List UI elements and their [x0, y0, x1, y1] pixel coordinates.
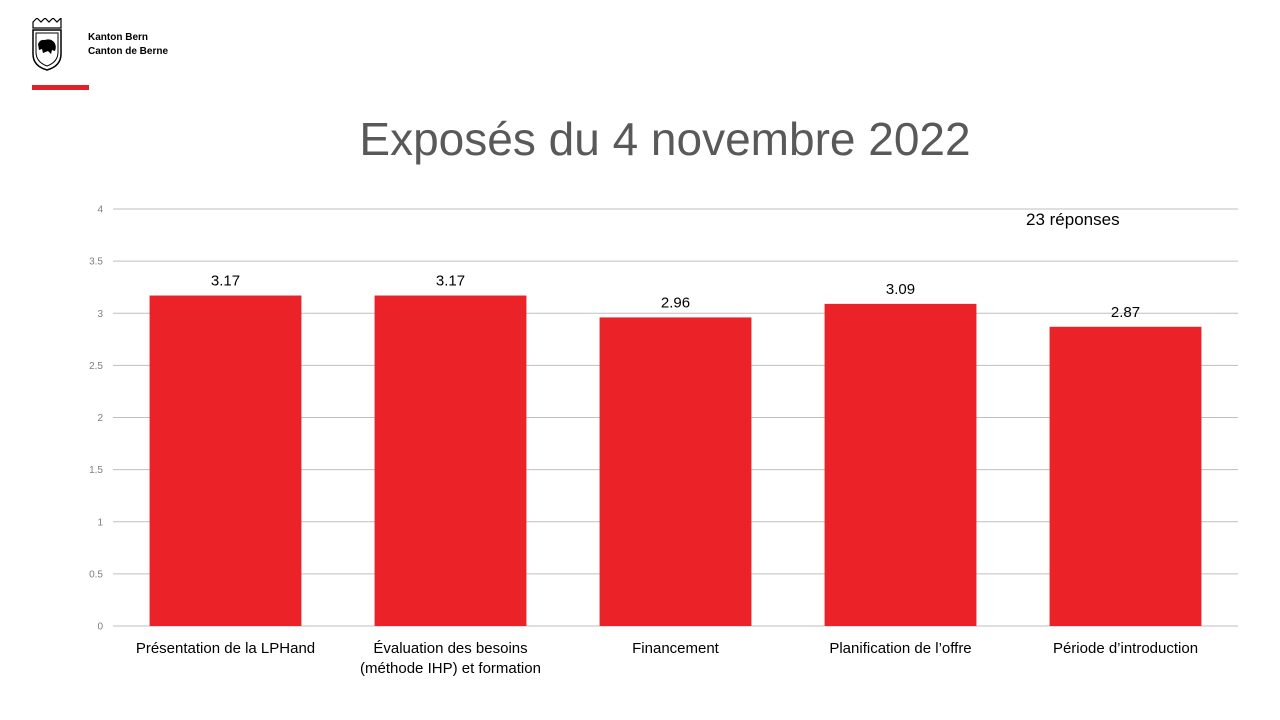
y-tick-label: 0 — [97, 622, 103, 633]
responses-count: 23 réponses — [1026, 210, 1120, 229]
bar — [374, 295, 527, 626]
org-name-fr: Canton de Berne — [88, 46, 169, 57]
y-tick-label: 1.5 — [89, 465, 103, 476]
bar — [824, 303, 977, 626]
x-category-label: Financement — [632, 640, 720, 657]
y-tick-label: 0.5 — [89, 569, 103, 580]
x-category-label: Présentation de la LPHand — [136, 640, 315, 657]
data-label: 3.17 — [436, 273, 465, 290]
data-label: 3.17 — [211, 273, 240, 290]
x-category-label: Évaluation des besoins — [373, 640, 527, 657]
y-tick-label: 3 — [97, 309, 103, 320]
org-name: Kanton Bern Canton de Berne — [88, 31, 168, 59]
chart-title: Exposés du 4 novembre 2022 — [359, 113, 971, 165]
y-tick-label: 4 — [97, 205, 103, 216]
x-category-label: (méthode IHP) et formation — [360, 660, 541, 677]
org-name-de: Kanton Bern — [88, 32, 148, 43]
x-category-label: Planification de l’offre — [829, 640, 971, 657]
y-tick-label: 2.5 — [89, 361, 103, 372]
x-category-label: Période d’introduction — [1053, 640, 1198, 657]
y-tick-label: 1 — [97, 517, 103, 528]
data-label: 2.87 — [1111, 304, 1140, 321]
bar — [599, 317, 752, 626]
brand-accent-bar — [32, 85, 89, 90]
y-tick-label: 2 — [97, 413, 103, 424]
data-label: 3.09 — [886, 281, 915, 298]
bern-coat-of-arms-icon — [32, 16, 62, 71]
y-tick-label: 3.5 — [89, 257, 103, 268]
bar — [1049, 326, 1202, 626]
bern-logo — [30, 16, 64, 77]
data-label: 2.96 — [661, 294, 690, 311]
bar — [149, 295, 302, 626]
